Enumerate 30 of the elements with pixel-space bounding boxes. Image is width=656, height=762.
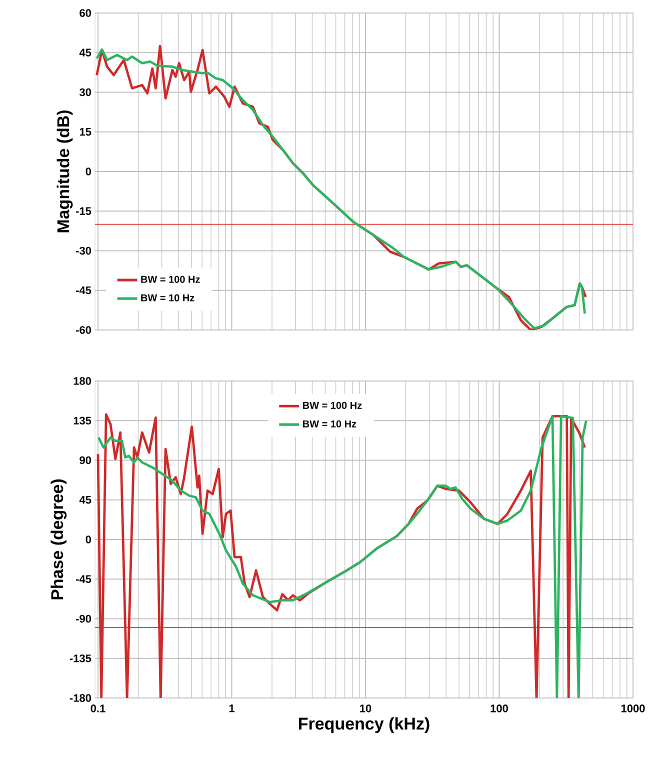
y-tick-label: -135 [70, 654, 92, 662]
y-tick-label: -30 [76, 246, 92, 255]
legend-label: BW = 10 Hz [141, 294, 194, 302]
y-tick-label: -15 [76, 207, 92, 215]
y-tick-label: 45 [79, 48, 92, 56]
y-tick-label: -60 [76, 326, 92, 334]
legend-label: BW = 100 Hz [303, 402, 362, 409]
y-tick-label: 0 [86, 536, 92, 544]
y-tick-label: 180 [74, 377, 92, 385]
x-tick-label: 100 [490, 704, 508, 712]
y-tick-label: -45 [76, 286, 92, 294]
x-axis-title: Frequency (kHz) [299, 717, 430, 734]
x-tick-label: 1 [229, 704, 234, 712]
x-tick-label: 10 [360, 704, 372, 712]
y-tick-label: 60 [80, 9, 92, 17]
y-axis-title: Magnitude (dB) [56, 110, 73, 232]
x-tick-label: 1000 [621, 704, 645, 712]
y-tick-label: -180 [70, 694, 92, 702]
x-tick-label: 0.1 [90, 704, 106, 712]
legend-label: BW = 10 Hz [303, 420, 356, 428]
y-tick-label: 90 [80, 456, 92, 464]
y-tick-label: -45 [76, 575, 92, 583]
legend-label: BW = 100 Hz [141, 276, 200, 283]
y-tick-label: 15 [80, 128, 92, 136]
y-axis-title: Phase (degree) [50, 479, 67, 600]
y-tick-label: -90 [76, 614, 92, 623]
y-tick-label: 135 [74, 416, 92, 425]
y-tick-label: 30 [79, 88, 92, 96]
y-tick-label: 45 [79, 496, 92, 504]
y-tick-label: 0 [86, 168, 92, 176]
